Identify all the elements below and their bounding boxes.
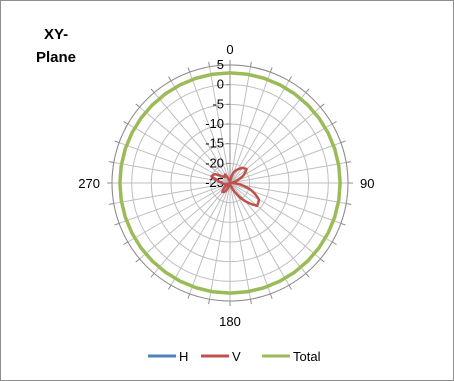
angle-tick-mark	[123, 241, 129, 245]
angle-tick-mark	[346, 202, 352, 205]
chart-title-line-2: Plane	[36, 49, 76, 66]
legend: H V Total	[148, 349, 321, 364]
radial-tick-label: 0	[217, 77, 224, 92]
angle-tick-mark	[208, 61, 211, 67]
angle-tick-mark	[187, 67, 191, 73]
angle-tick-mark	[331, 121, 337, 125]
radial-tick-labels: 5 0 -5 -10 -15 -20 -25	[205, 57, 230, 190]
angle-tick-mark	[249, 61, 252, 67]
angle-tick-mark	[114, 140, 120, 144]
angle-tick-mark	[331, 241, 337, 245]
radial-tick-label: -25	[205, 175, 224, 190]
series-layer	[118, 71, 342, 295]
angle-tick-mark	[269, 293, 273, 299]
angle-tick-label: 90	[360, 176, 374, 191]
angle-tick-mark	[150, 273, 155, 278]
angle-tick-mark	[340, 222, 346, 226]
angle-tick-mark	[288, 284, 292, 290]
legend-label-h: H	[179, 349, 188, 364]
angle-tick-mark	[123, 121, 129, 125]
series-v-line	[210, 166, 261, 207]
radial-tick-label: 5	[217, 57, 224, 72]
series-total-line	[118, 71, 342, 295]
angle-tick-mark	[340, 140, 346, 144]
angle-tick-mark	[346, 161, 352, 164]
radial-tick-label: -15	[205, 136, 224, 151]
angle-tick-label: 270	[78, 176, 100, 191]
radial-tick-label: -5	[212, 96, 224, 111]
angle-tick-mark	[108, 202, 114, 205]
angle-tick-mark	[108, 161, 114, 164]
angle-tick-mark	[208, 299, 211, 305]
angle-tick-mark	[135, 258, 140, 263]
angle-tick-mark	[305, 88, 310, 93]
radial-tick-label: -20	[205, 155, 224, 170]
angle-tick-mark	[168, 284, 172, 290]
radial-tick-label: -10	[205, 116, 224, 131]
legend-label-total: Total	[293, 349, 321, 364]
angle-tick-mark	[114, 222, 120, 226]
angle-tick-mark	[135, 103, 140, 108]
legend-label-v: V	[232, 349, 241, 364]
angle-tick-mark	[187, 293, 191, 299]
angle-tick-mark	[320, 258, 325, 263]
angle-tick-mark	[168, 76, 172, 82]
angle-tick-mark	[249, 299, 252, 305]
angle-tick-mark	[269, 67, 273, 73]
angle-tick-mark	[288, 76, 292, 82]
angle-tick-label: 0	[226, 42, 233, 57]
angle-tick-mark	[320, 103, 325, 108]
angle-tick-label: 180	[219, 314, 241, 329]
angle-tick-labels: 0 90 180 270	[78, 42, 374, 329]
chart-title-line-1: XY-	[44, 26, 68, 43]
angle-tick-mark	[150, 88, 155, 93]
angle-tick-mark	[305, 273, 310, 278]
